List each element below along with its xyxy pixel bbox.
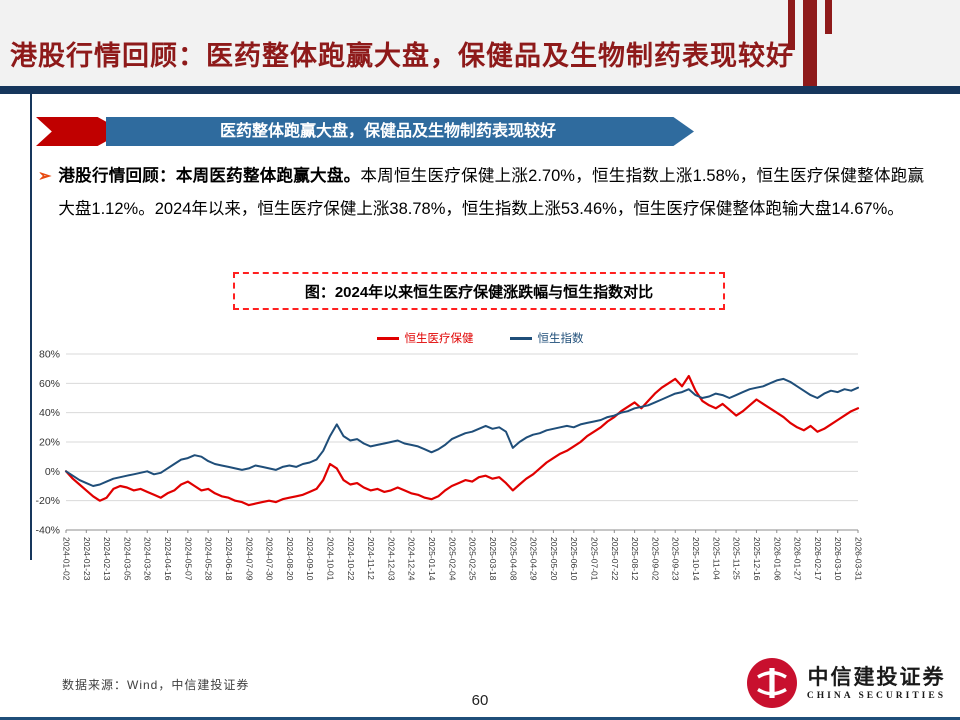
header-background bbox=[0, 0, 960, 86]
svg-text:2025-07-01: 2025-07-01 bbox=[590, 537, 600, 581]
svg-text:2025-03-18: 2025-03-18 bbox=[488, 537, 498, 581]
svg-text:2024-09-10: 2024-09-10 bbox=[305, 537, 315, 581]
svg-text:2024-07-30: 2024-07-30 bbox=[265, 537, 275, 581]
company-logo-emblem bbox=[746, 658, 797, 708]
svg-text:2025-02-25: 2025-02-25 bbox=[468, 537, 478, 581]
company-logo-text: 中信建投证券 CHINA SECURITIES bbox=[807, 665, 946, 700]
decorative-bar bbox=[825, 0, 832, 34]
svg-text:2025-07-22: 2025-07-22 bbox=[610, 537, 620, 581]
legend-label-hsi: 恒生指数 bbox=[537, 333, 584, 345]
svg-text:2025-09-02: 2025-09-02 bbox=[650, 537, 660, 581]
page-number: 60 bbox=[471, 692, 489, 709]
legend-label-hshc: 恒生医疗保健 bbox=[404, 333, 474, 345]
svg-text:2024-08-20: 2024-08-20 bbox=[285, 537, 295, 581]
svg-text:2025-11-04: 2025-11-04 bbox=[711, 537, 721, 580]
svg-text:2025-05-20: 2025-05-20 bbox=[549, 537, 559, 581]
svg-text:2024-03-26: 2024-03-26 bbox=[143, 537, 153, 581]
svg-text:0%: 0% bbox=[45, 466, 60, 478]
svg-text:2024-12-03: 2024-12-03 bbox=[386, 537, 396, 581]
company-name-cn: 中信建投证券 bbox=[807, 665, 946, 690]
svg-text:-40%: -40% bbox=[35, 525, 60, 537]
summary-paragraph: ➢ 港股行情回顾：本周医药整体跑赢大盘。本周恒生医疗保健上涨2.70%，恒生指数… bbox=[38, 160, 924, 226]
bullet-arrow-icon: ➢ bbox=[38, 168, 52, 185]
company-name-en: CHINA SECURITIES bbox=[806, 690, 946, 701]
legend-item-hshc: 恒生医疗保健 bbox=[376, 330, 474, 346]
data-source-note: 数据来源：Wind，中信建投证券 bbox=[62, 678, 250, 692]
page-title: 港股行情回顾：医药整体跑赢大盘，保健品及生物制药表现较好 bbox=[10, 41, 794, 71]
svg-text:2024-04-16: 2024-04-16 bbox=[163, 537, 173, 581]
svg-text:2025-01-14: 2025-01-14 bbox=[427, 537, 437, 581]
svg-text:2024-02-13: 2024-02-13 bbox=[102, 537, 112, 581]
svg-text:20%: 20% bbox=[39, 437, 60, 449]
svg-text:2025-09-23: 2025-09-23 bbox=[671, 537, 681, 581]
svg-text:2025-04-29: 2025-04-29 bbox=[529, 537, 539, 581]
svg-text:2026-02-17: 2026-02-17 bbox=[813, 537, 823, 581]
svg-text:2026-01-06: 2026-01-06 bbox=[772, 537, 782, 581]
summary-lead: 港股行情回顾：本周医药整体跑赢大盘。 bbox=[58, 167, 361, 185]
svg-text:2024-05-28: 2024-05-28 bbox=[204, 537, 214, 581]
svg-text:2024-01-23: 2024-01-23 bbox=[82, 537, 92, 581]
section-banner: 医药整体跑赢大盘，保健品及生物制药表现较好 bbox=[106, 117, 694, 146]
legend-item-hsi: 恒生指数 bbox=[509, 330, 584, 346]
chart-title: 图：2024年以来恒生医疗保健涨跌幅与恒生指数对比 bbox=[233, 272, 725, 310]
svg-text:40%: 40% bbox=[39, 407, 60, 419]
svg-text:2024-10-22: 2024-10-22 bbox=[346, 537, 356, 581]
decorative-bar bbox=[788, 0, 795, 50]
svg-text:2024-12-24: 2024-12-24 bbox=[407, 537, 417, 581]
summary-text: 港股行情回顾：本周医药整体跑赢大盘。本周恒生医疗保健上涨2.70%，恒生指数上涨… bbox=[58, 160, 924, 226]
bottom-divider bbox=[0, 717, 960, 720]
svg-text:2025-10-14: 2025-10-14 bbox=[691, 537, 701, 581]
svg-text:2025-12-16: 2025-12-16 bbox=[752, 537, 762, 581]
svg-text:2025-06-10: 2025-06-10 bbox=[569, 537, 579, 581]
summary-body: 本周恒生医疗保健上涨2.70%，恒生指数上涨1.58%，恒生医疗保健整体跑赢大盘… bbox=[58, 167, 925, 218]
svg-text:2025-11-25: 2025-11-25 bbox=[732, 537, 742, 580]
decorative-bar bbox=[803, 0, 817, 86]
header-divider bbox=[0, 86, 960, 94]
svg-text:2026-03-31: 2026-03-31 bbox=[854, 537, 864, 581]
svg-text:60%: 60% bbox=[39, 378, 60, 390]
svg-text:2026-01-27: 2026-01-27 bbox=[793, 537, 803, 581]
svg-text:2024-03-05: 2024-03-05 bbox=[122, 537, 132, 581]
svg-text:2024-11-12: 2024-11-12 bbox=[366, 537, 376, 580]
legend-swatch-red bbox=[376, 336, 399, 340]
svg-text:2024-07-09: 2024-07-09 bbox=[244, 537, 254, 581]
svg-text:2026-03-10: 2026-03-10 bbox=[833, 537, 843, 581]
svg-text:2024-06-18: 2024-06-18 bbox=[224, 537, 234, 581]
svg-text:2025-08-12: 2025-08-12 bbox=[630, 537, 640, 581]
legend-swatch-blue bbox=[509, 336, 532, 340]
company-logo: 中信建投证券 CHINA SECURITIES bbox=[745, 656, 946, 710]
svg-text:2025-02-04: 2025-02-04 bbox=[447, 537, 457, 581]
svg-text:2025-04-08: 2025-04-08 bbox=[508, 537, 518, 581]
svg-text:2024-05-07: 2024-05-07 bbox=[183, 537, 193, 581]
line-chart: 80% 60% 40% 20% 0% -20% -40%2024-01-02 2024-01-… bbox=[35, 349, 864, 581]
chart-legend: 恒生医疗保健 恒生指数 bbox=[0, 330, 960, 346]
svg-text:2024-10-01: 2024-10-01 bbox=[326, 537, 336, 581]
svg-text:2024-01-02: 2024-01-02 bbox=[62, 537, 72, 581]
left-vertical-rule bbox=[30, 94, 32, 560]
svg-text:80%: 80% bbox=[39, 349, 60, 361]
svg-text:-20%: -20% bbox=[35, 495, 60, 507]
